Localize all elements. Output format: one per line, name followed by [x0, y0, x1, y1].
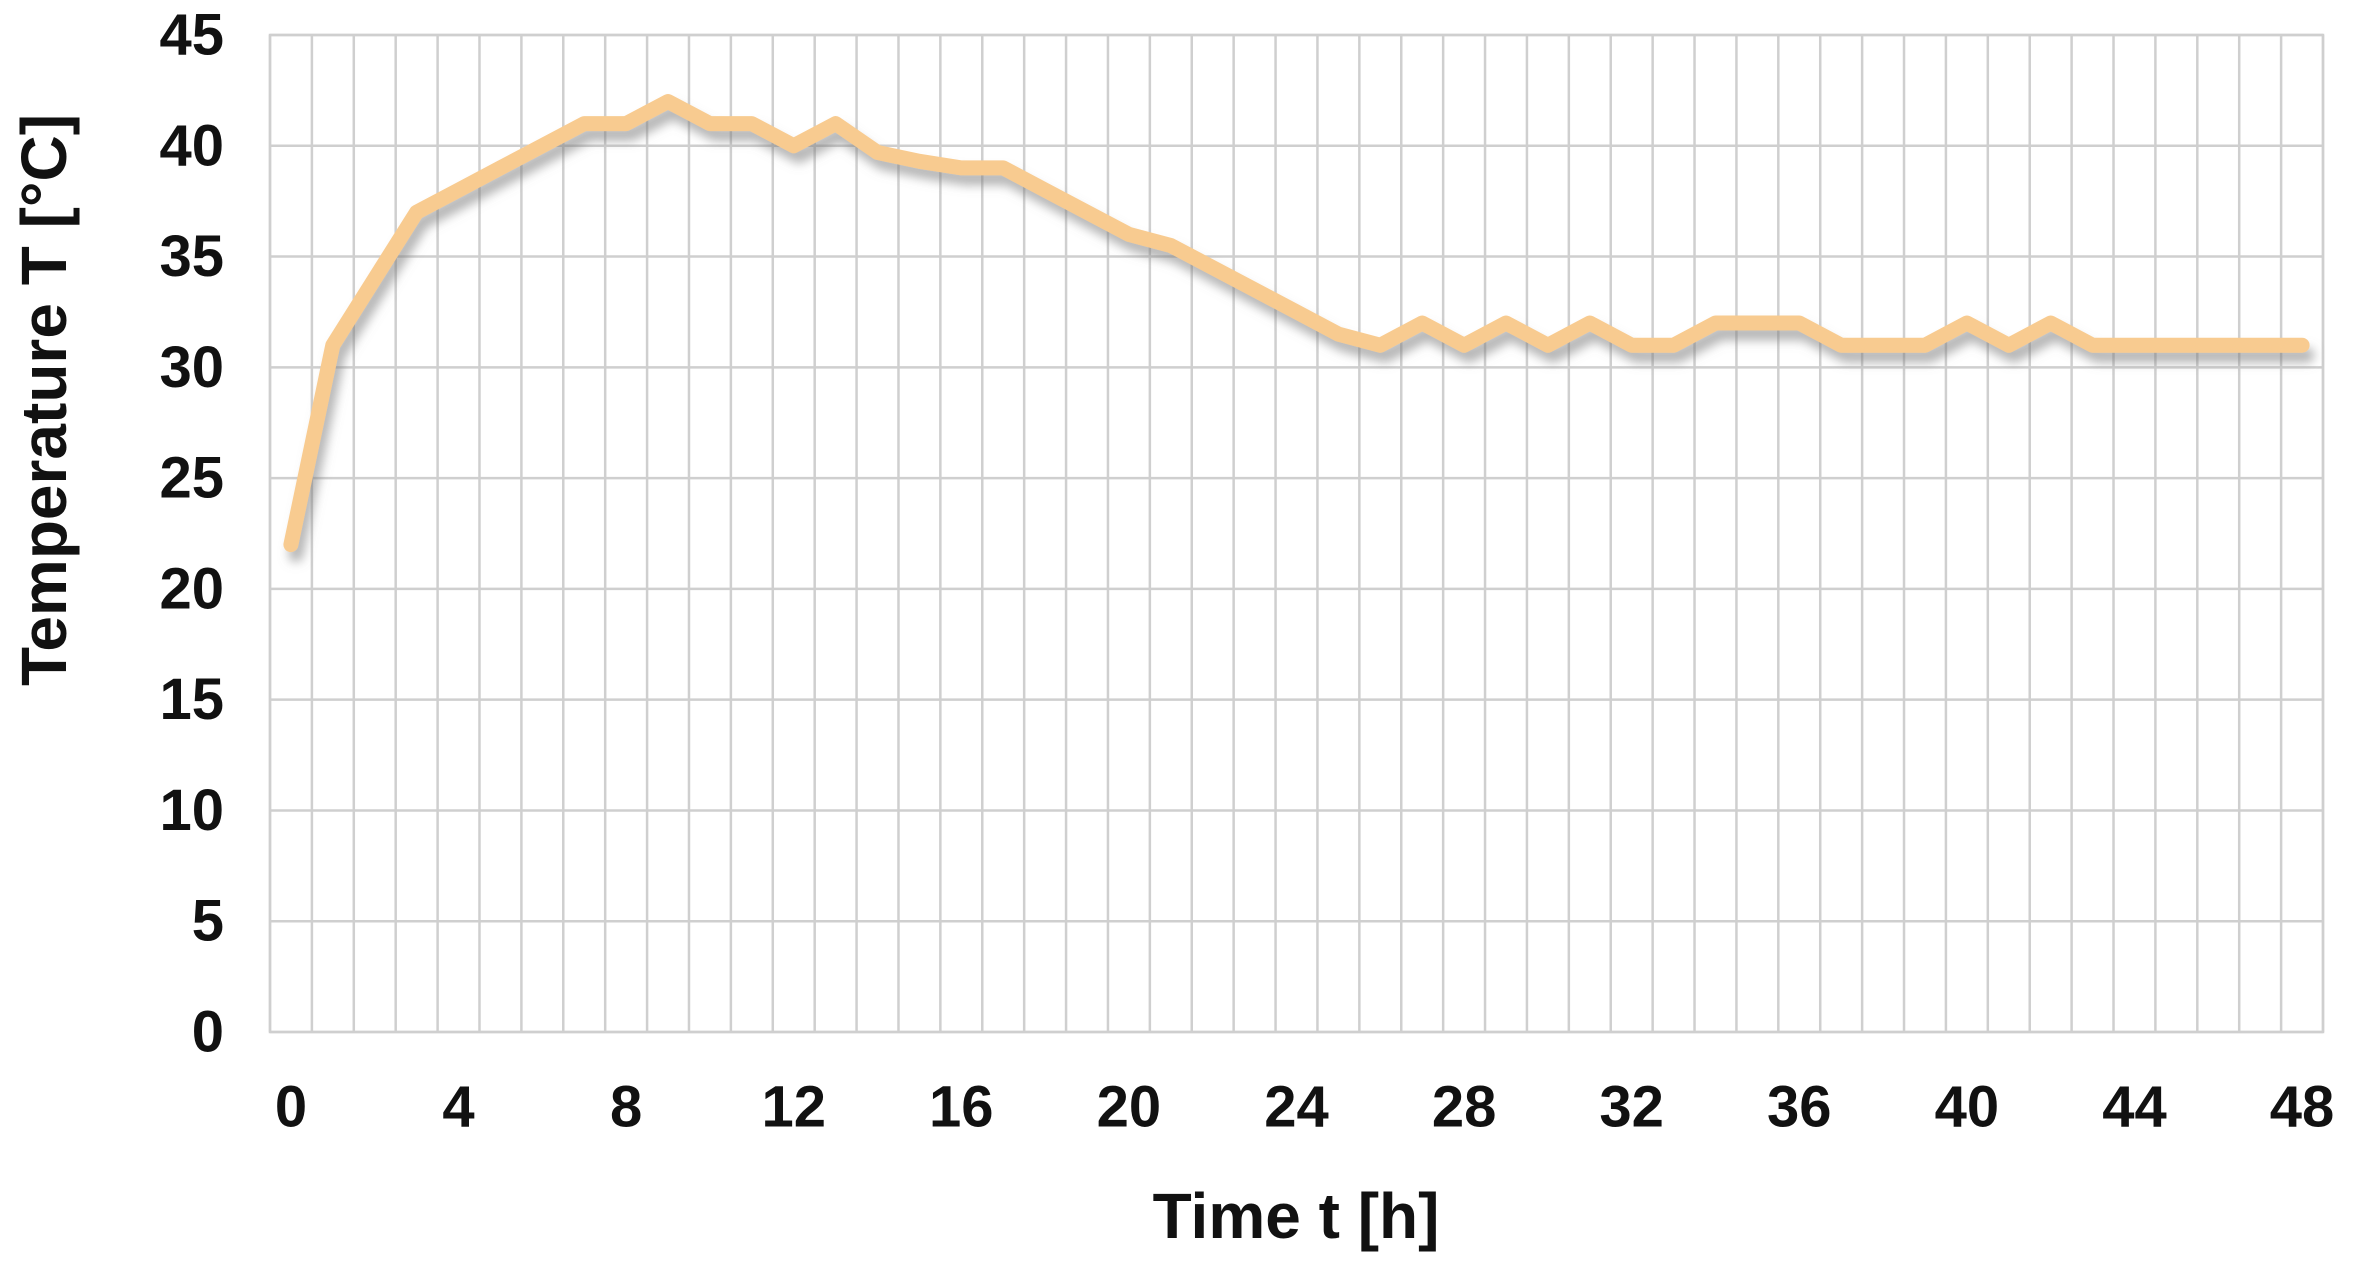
y-axis-tick-labels: 0 5 10 15 20 25 30 35 40 45 [159, 3, 224, 1065]
x-tick-label: 32 [1599, 1075, 1664, 1140]
x-tick-label: 48 [2270, 1075, 2335, 1140]
y-axis-title: Temperature T [°C] [8, 114, 80, 686]
y-tick-label: 5 [192, 889, 224, 954]
x-tick-label: 16 [929, 1075, 994, 1140]
x-tick-label: 40 [1935, 1075, 2000, 1140]
y-tick-label: 0 [192, 1000, 224, 1065]
x-tick-label: 4 [442, 1075, 474, 1140]
x-tick-label: 24 [1264, 1075, 1329, 1140]
temperature-series-line [283, 94, 2310, 553]
y-tick-label: 15 [159, 667, 224, 732]
x-tick-label: 0 [275, 1075, 307, 1140]
x-tick-label: 8 [610, 1075, 642, 1140]
x-tick-label: 20 [1097, 1075, 1162, 1140]
x-tick-label: 12 [761, 1075, 826, 1140]
x-axis-tick-labels: 0 4 8 12 16 20 24 28 32 36 40 44 48 [275, 1075, 2334, 1140]
horizontal-gridlines [270, 33, 2323, 1034]
x-axis-title: Time t [h] [1153, 1180, 1440, 1252]
vertical-gridlines [268, 35, 2325, 1032]
plot-area-border [268, 33, 2325, 1034]
y-tick-label: 40 [159, 113, 224, 178]
y-tick-label: 35 [159, 224, 224, 289]
y-tick-label: 25 [159, 446, 224, 511]
y-tick-label: 30 [159, 335, 224, 400]
y-tick-label: 10 [159, 778, 224, 843]
x-tick-label: 28 [1432, 1075, 1497, 1140]
y-tick-label: 20 [159, 556, 224, 621]
x-tick-label: 36 [1767, 1075, 1832, 1140]
x-tick-label: 44 [2102, 1075, 2167, 1140]
y-tick-label: 45 [159, 3, 224, 68]
